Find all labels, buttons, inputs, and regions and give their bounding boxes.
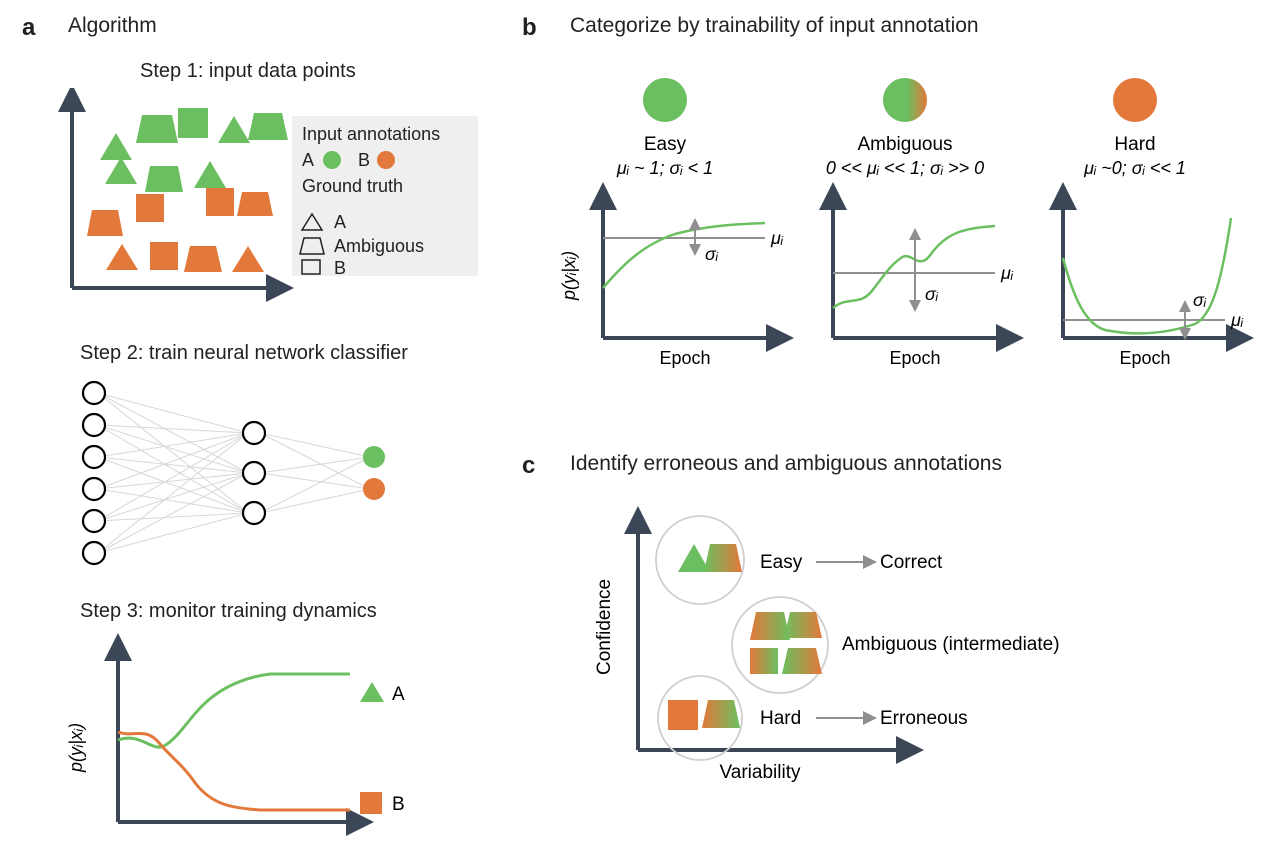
svg-text:Confidence: Confidence [594, 579, 615, 675]
svg-text:μᵢ: μᵢ [1230, 310, 1244, 330]
panel-b-title: Categorize by trainability of input anno… [570, 14, 979, 38]
svg-text:Ground truth: Ground truth [302, 176, 403, 196]
svg-text:p(yᵢ|xᵢ): p(yᵢ|xᵢ) [559, 251, 579, 301]
panel-c-svg: Confidence Variability Easy Correct Ambi… [560, 500, 1200, 790]
svg-text:Correct: Correct [880, 552, 943, 573]
svg-text:Hard: Hard [1114, 134, 1155, 155]
svg-text:μᵢ: μᵢ [1000, 263, 1014, 283]
panel-c-label: c [522, 452, 535, 480]
svg-text:Variability: Variability [720, 762, 801, 783]
svg-text:μᵢ ~0; σᵢ << 1: μᵢ ~0; σᵢ << 1 [1083, 158, 1186, 178]
svg-text:0 << μᵢ << 1; σᵢ >> 0: 0 << μᵢ << 1; σᵢ >> 0 [826, 158, 984, 178]
step3-title: Step 3: monitor training dynamics [80, 600, 377, 623]
svg-text:Epoch: Epoch [1119, 348, 1170, 368]
svg-text:A: A [392, 684, 405, 705]
svg-text:Epoch: Epoch [889, 348, 940, 368]
step1-plot: Input annotations A B Ground truth A Amb… [50, 88, 480, 308]
svg-text:σᵢ: σᵢ [925, 284, 939, 304]
panel-b-label: b [522, 14, 537, 42]
svg-text:p(yᵢ|xᵢ): p(yᵢ|xᵢ) [66, 723, 86, 773]
svg-text:Ambiguous: Ambiguous [334, 236, 424, 256]
svg-text:μᵢ ~ 1; σᵢ < 1: μᵢ ~ 1; σᵢ < 1 [616, 158, 713, 178]
svg-text:Hard: Hard [760, 708, 801, 729]
svg-text:Ambiguous (intermediate): Ambiguous (intermediate) [842, 634, 1060, 655]
panel-a-title: Algorithm [68, 14, 157, 38]
svg-text:Input annotations: Input annotations [302, 124, 440, 144]
svg-text:Ambiguous: Ambiguous [857, 134, 952, 155]
svg-text:Easy: Easy [760, 552, 803, 573]
panel-a-label: a [22, 14, 35, 42]
svg-text:B: B [392, 794, 405, 815]
step1-title: Step 1: input data points [140, 60, 356, 83]
svg-text:Easy: Easy [644, 134, 687, 155]
step2-title: Step 2: train neural network classifier [80, 342, 408, 365]
panel-c-title: Identify erroneous and ambiguous annotat… [570, 452, 1002, 476]
svg-text:B: B [358, 150, 370, 170]
nn-diagram [70, 375, 430, 575]
svg-text:Epoch: Epoch [659, 348, 710, 368]
svg-text:Erroneous: Erroneous [880, 708, 968, 729]
panel-b-svg: Easy μᵢ ~ 1; σᵢ < 1 Ambiguous 0 << μᵢ <<… [555, 70, 1255, 400]
step3-plot: A B p(yᵢ|xᵢ) [60, 632, 420, 842]
svg-text:A: A [302, 150, 314, 170]
svg-text:A: A [334, 212, 346, 232]
svg-text:σᵢ: σᵢ [1193, 290, 1207, 310]
svg-text:σᵢ: σᵢ [705, 244, 719, 264]
svg-text:B: B [334, 258, 346, 278]
svg-text:μᵢ: μᵢ [770, 228, 784, 248]
